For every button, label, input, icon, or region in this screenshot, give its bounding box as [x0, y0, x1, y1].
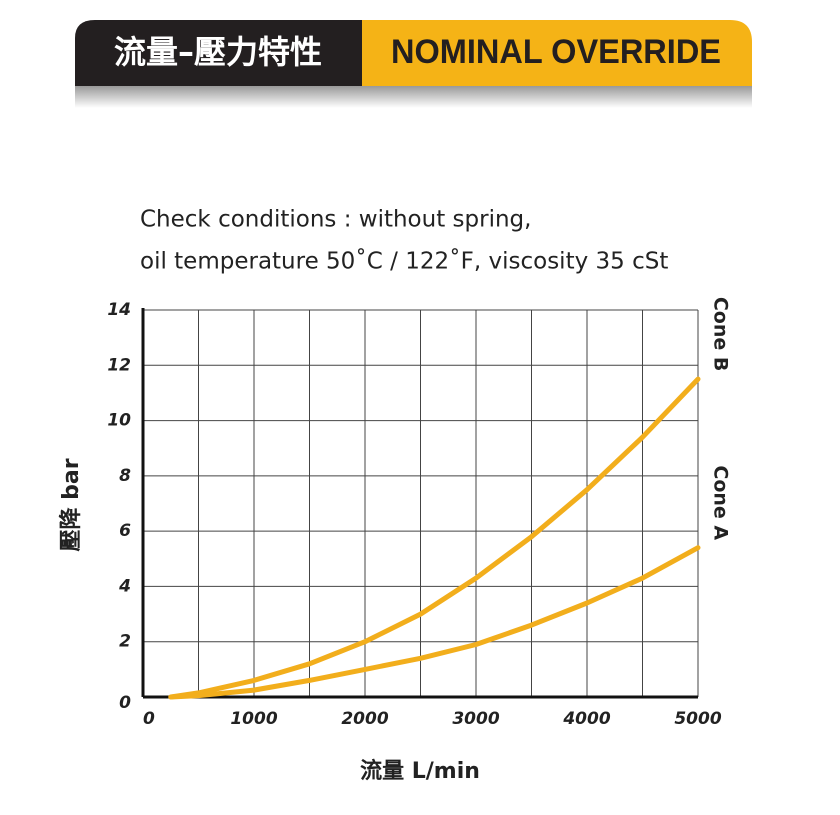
- series-label: Cone A: [710, 465, 732, 540]
- y-tick-label: 14: [107, 300, 131, 320]
- y-tick-label: 6: [119, 521, 131, 541]
- x-tick-label: 4000: [562, 709, 610, 729]
- x-tick-label: 0: [143, 709, 155, 729]
- banner-dark: [75, 20, 362, 86]
- banner-yellow: [362, 20, 752, 86]
- x-tick-label: 5000: [674, 709, 721, 729]
- y-tick-label: 10: [107, 411, 131, 431]
- y-tick-label: 12: [107, 355, 131, 375]
- subtitle: oil temperature 50˚C / 122˚F, viscosity …: [140, 248, 668, 275]
- y-tick-label: 8: [119, 466, 131, 486]
- banner-shadow: [75, 86, 752, 108]
- banner-title-en: NOMINAL OVERRIDE: [391, 33, 721, 71]
- series-line: [168, 376, 701, 700]
- y-tick-label: 4: [118, 576, 131, 596]
- banner-title-zh: 流量–壓力特性: [114, 33, 322, 71]
- x-axis-label: 流量 L/min: [360, 758, 480, 784]
- x-tick-label: 1000: [230, 709, 277, 729]
- y-axis-label: 壓降 bar: [59, 458, 84, 551]
- x-tick-label: 3000: [452, 709, 499, 729]
- subtitle: Check conditions : without spring,: [140, 207, 531, 233]
- series-label: Cone B: [710, 297, 732, 372]
- y-tick-label: 0: [119, 693, 131, 713]
- x-tick-label: 2000: [341, 709, 388, 729]
- y-tick-label: 2: [119, 632, 131, 652]
- series-line: [168, 545, 701, 700]
